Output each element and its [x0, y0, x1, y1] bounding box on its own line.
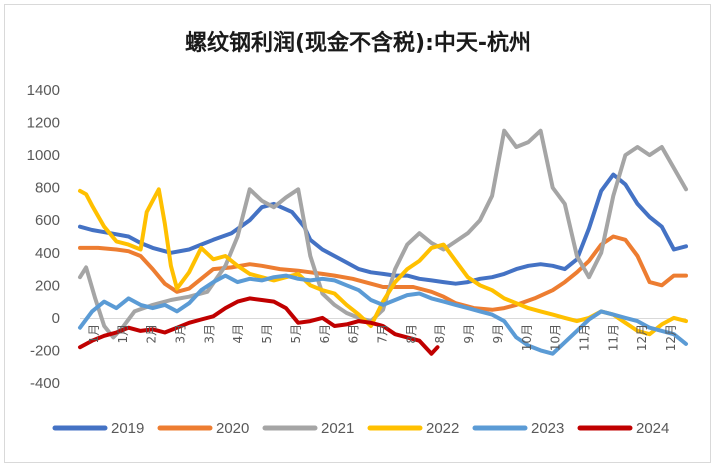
y-tick-label: 400: [35, 245, 60, 262]
x-axis: 1月 1月 2月 3月 3月 4月 5月 5月 6月 6月 7月 8月 8月 9月 9月 10月 10月 11月 1…: [87, 324, 678, 351]
y-tick-label: 600: [35, 212, 60, 229]
x-tick-label: 1月: [116, 324, 130, 344]
x-tick-label: 6月: [318, 324, 332, 344]
series-line-2022: [78, 187, 688, 337]
x-tick-label: 10月: [520, 324, 534, 351]
x-tick-label: 12月: [635, 324, 649, 351]
series-line-2023: [78, 273, 688, 356]
x-tick-label: 4月: [231, 324, 245, 344]
x-tick-label: 9月: [491, 324, 505, 344]
series-line-2024: [78, 296, 440, 356]
x-tick-label: 7月: [376, 324, 390, 344]
y-tick-label: 0: [52, 310, 60, 327]
y-tick-label: -200: [30, 342, 60, 359]
legend-label: 2020: [216, 420, 249, 437]
x-tick-label: 3月: [174, 324, 188, 344]
y-tick-label: 200: [35, 277, 60, 294]
chart-title: 螺纹钢利润(现金不含税):中天-杭州: [185, 30, 531, 56]
y-tick-label: 800: [35, 180, 60, 197]
x-tick-label: 11月: [578, 324, 592, 351]
y-tick-label: 1200: [27, 115, 60, 132]
legend-label: 2023: [531, 420, 564, 437]
x-tick-label: 1月: [87, 324, 101, 344]
x-tick-label: 6月: [347, 324, 361, 344]
y-tick-label: 1400: [27, 82, 60, 99]
x-tick-label: 3月: [202, 324, 216, 344]
legend-label: 2019: [111, 420, 144, 437]
x-tick-label: 2月: [145, 324, 159, 344]
legend: 2019 2020 2021 2022 2023 2024: [52, 420, 669, 437]
x-tick-label: 12月: [664, 324, 678, 351]
x-tick-label: 5月: [289, 324, 303, 344]
y-tick-label: -400: [30, 375, 60, 392]
x-tick-label: 10月: [549, 324, 563, 351]
legend-label: 2024: [636, 420, 669, 437]
legend-label: 2021: [321, 420, 354, 437]
series-lines: [78, 128, 688, 356]
legend-label: 2022: [426, 420, 459, 437]
x-tick-label: 11月: [606, 324, 620, 351]
x-tick-label: 8月: [433, 324, 447, 344]
x-tick-label: 9月: [462, 324, 476, 344]
y-tick-label: 1000: [27, 147, 60, 164]
x-tick-label: 5月: [260, 324, 274, 344]
y-axis: -400 -200 0 200 400 600 800 1000 1200 1400: [27, 82, 60, 392]
x-tick-label: 8月: [404, 324, 418, 344]
